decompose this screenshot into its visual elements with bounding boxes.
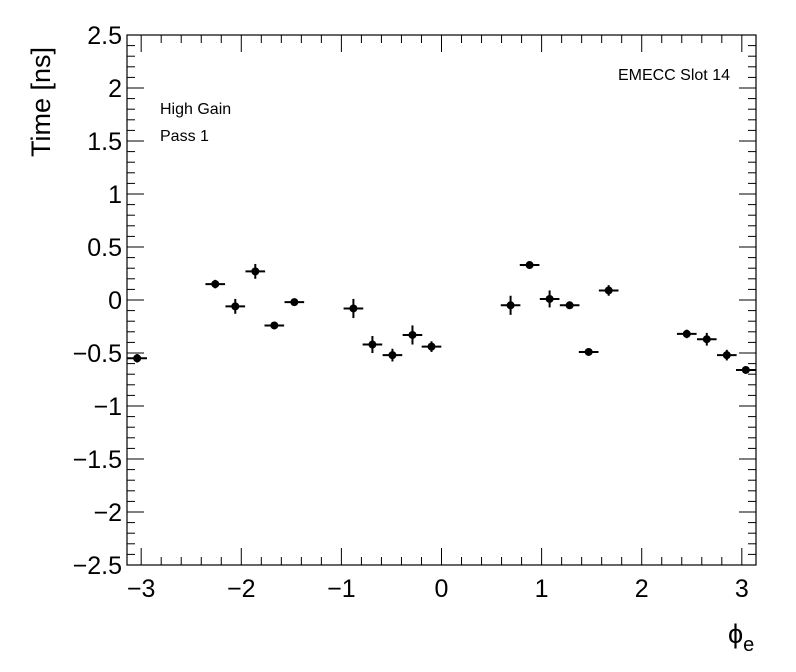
data-marker xyxy=(349,304,358,313)
data-marker xyxy=(211,280,220,289)
x-axis-title-subscript: e xyxy=(743,634,754,656)
data-point xyxy=(500,295,521,315)
data-marker xyxy=(251,267,260,276)
data-marker xyxy=(368,340,377,349)
annotation-pass: Pass 1 xyxy=(160,128,209,145)
x-tick-label: −1 xyxy=(327,575,356,603)
data-marker xyxy=(722,351,731,360)
data-point xyxy=(559,301,580,310)
data-point xyxy=(264,321,285,330)
data-points xyxy=(127,261,756,374)
data-marker xyxy=(270,321,279,330)
data-point xyxy=(676,329,697,339)
data-marker xyxy=(388,351,397,360)
data-point xyxy=(696,332,717,346)
data-point xyxy=(284,298,305,307)
x-axis-title-symbol: ϕ xyxy=(728,619,743,649)
annotation-high-gain: High Gain xyxy=(160,101,231,118)
x-tick-label: 2 xyxy=(635,575,649,603)
x-axis-tick-labels: −3 −2 −1 0 1 2 3 xyxy=(127,575,749,603)
y-axis-tick-labels: −2.5 −2 −1.5 −1 −0.5 0 0.5 1 1.5 2 2.5 xyxy=(73,22,122,580)
data-point xyxy=(539,290,560,308)
x-axis-ticks xyxy=(140,35,743,565)
x-tick-label: 0 xyxy=(435,575,449,603)
data-marker xyxy=(741,365,750,374)
data-marker xyxy=(565,301,574,310)
y-tick-label: 2 xyxy=(108,75,122,103)
y-axis-title: Time [ns] xyxy=(26,47,56,157)
data-marker xyxy=(506,301,515,310)
data-point xyxy=(382,348,403,362)
y-tick-label: 1 xyxy=(108,181,122,209)
data-marker xyxy=(290,298,299,307)
data-marker xyxy=(231,302,240,311)
y-tick-label: 0.5 xyxy=(87,234,122,262)
data-marker xyxy=(604,286,613,295)
data-marker xyxy=(427,342,436,351)
data-point xyxy=(127,354,147,363)
y-tick-label: 1.5 xyxy=(87,128,122,156)
x-tick-label: −3 xyxy=(127,575,156,603)
data-marker xyxy=(525,261,534,270)
data-marker xyxy=(584,347,593,356)
x-tick-label: 3 xyxy=(735,575,749,603)
data-point xyxy=(362,336,383,353)
data-point xyxy=(716,349,737,361)
y-tick-label: 0 xyxy=(108,287,122,315)
y-tick-label: −2.5 xyxy=(73,552,122,580)
data-point xyxy=(402,325,423,345)
y-tick-label: −1.5 xyxy=(73,446,122,474)
x-axis-title: ϕe xyxy=(728,619,754,656)
x-tick-label: −2 xyxy=(227,575,256,603)
annotation-slot: EMECC Slot 14 xyxy=(618,67,730,84)
data-point xyxy=(519,261,540,270)
data-point xyxy=(736,365,756,374)
data-point xyxy=(245,263,266,279)
y-tick-label: −0.5 xyxy=(73,340,122,368)
data-point xyxy=(225,298,246,314)
data-point xyxy=(205,279,226,289)
data-point xyxy=(343,298,364,319)
data-marker xyxy=(408,330,417,339)
y-axis-ticks xyxy=(127,34,756,566)
data-point xyxy=(598,285,619,296)
y-tick-label: 2.5 xyxy=(87,22,122,50)
y-tick-label: −2 xyxy=(93,499,122,527)
data-marker xyxy=(682,329,691,338)
data-point xyxy=(421,341,442,352)
data-marker xyxy=(702,335,711,344)
x-tick-label: 1 xyxy=(535,575,549,603)
data-marker xyxy=(545,294,554,303)
data-point xyxy=(578,347,599,356)
data-marker xyxy=(133,354,142,363)
y-tick-label: −1 xyxy=(93,393,122,421)
